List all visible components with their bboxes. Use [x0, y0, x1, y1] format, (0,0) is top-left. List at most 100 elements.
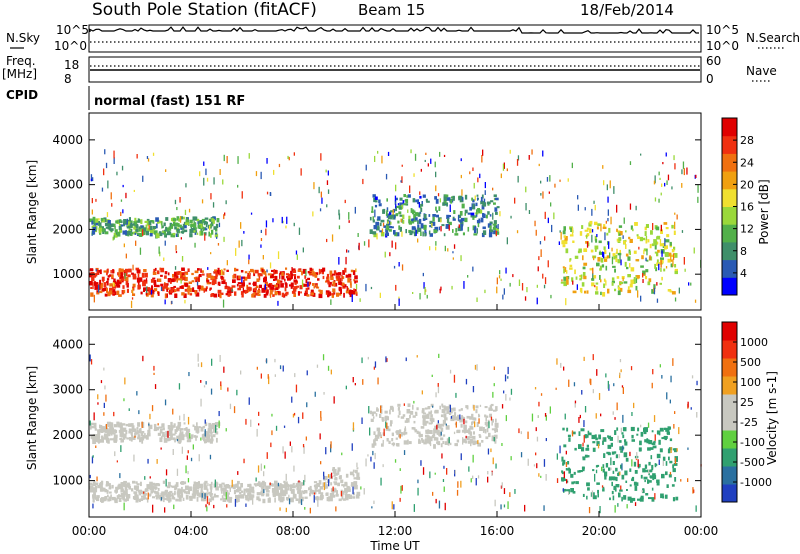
echo-cell — [142, 227, 147, 232]
scatter-echo — [405, 357, 407, 362]
echo-cell — [227, 484, 231, 489]
scatter-echo — [398, 298, 400, 306]
scatter-echo — [681, 169, 683, 175]
scatter-echo — [448, 224, 450, 231]
echo-cell — [631, 497, 636, 502]
scatter-echo — [477, 197, 479, 201]
scatter-echo — [540, 393, 543, 396]
scatter-echo — [584, 406, 587, 413]
scatter-echo — [637, 290, 639, 298]
scatter-echo — [266, 158, 268, 164]
echo-cell — [137, 422, 141, 427]
echo-cell — [203, 227, 206, 231]
echo-cell — [486, 201, 491, 205]
scatter-echo — [225, 428, 227, 432]
scatter-echo — [204, 493, 206, 499]
echo-cell — [193, 230, 196, 233]
echo-cell — [388, 440, 391, 444]
scatter-echo — [579, 414, 581, 419]
scatter-echo — [373, 366, 375, 370]
echo-cell — [374, 442, 377, 446]
echo-cell — [244, 276, 248, 281]
scatter-echo — [443, 154, 446, 157]
echo-cell — [100, 226, 104, 229]
echo-cell — [248, 282, 251, 285]
scatter-echo — [684, 268, 686, 272]
echo-cell — [660, 229, 663, 234]
echo-cell — [164, 271, 168, 275]
echo-cell — [240, 270, 244, 273]
echo-cell — [154, 288, 158, 292]
echo-cell — [178, 489, 181, 493]
echo-cell — [631, 439, 635, 442]
echo-cell — [482, 202, 487, 207]
echo-cell — [440, 427, 444, 432]
noise-tick-bottom-right: 10^0 — [706, 39, 739, 53]
echo-cell — [467, 226, 470, 232]
scatter-echo — [671, 186, 673, 190]
echo-cell — [153, 268, 155, 273]
echo-cell — [493, 194, 497, 198]
scatter-echo — [437, 193, 440, 197]
echo-cell — [185, 219, 190, 223]
echo-cell — [335, 493, 339, 497]
scatter-echo — [92, 503, 94, 509]
echo-cell — [214, 233, 219, 238]
echo-cell — [136, 224, 139, 228]
scatter-echo — [676, 214, 678, 220]
echo-cell — [671, 484, 675, 487]
echo-cell — [302, 268, 307, 274]
echo-cell — [352, 496, 356, 499]
echo-cell — [273, 278, 276, 281]
echo-cell — [167, 438, 172, 441]
echo-cell — [398, 211, 402, 215]
echo-cell — [285, 481, 288, 486]
echo-cell — [140, 225, 143, 229]
scatter-echo — [206, 177, 209, 182]
echo-cell — [427, 406, 431, 410]
echo-cell — [106, 490, 109, 494]
echo-cell — [135, 498, 139, 503]
scatter-echo — [203, 161, 205, 166]
echo-cell — [106, 278, 110, 281]
echo-cell — [567, 461, 570, 465]
echo-cell — [604, 257, 608, 262]
scatter-echo — [430, 158, 432, 164]
echo-cell — [432, 216, 435, 222]
scatter-echo — [586, 241, 589, 248]
scatter-echo — [393, 504, 395, 510]
echo-cell — [653, 239, 657, 244]
colorbar-tick-label: 20 — [740, 178, 754, 191]
echo-cell — [257, 289, 261, 294]
scatter-echo — [444, 502, 446, 511]
echo-cell — [172, 433, 176, 436]
scatter-echo — [380, 405, 382, 413]
echo-cell — [99, 424, 101, 429]
scatter-echo — [542, 150, 544, 157]
scatter-echo — [527, 458, 529, 466]
echo-cell — [231, 285, 236, 288]
echo-cell — [639, 497, 644, 502]
scatter-echo — [304, 507, 306, 510]
scatter-echo — [474, 195, 476, 201]
echo-cell — [494, 422, 499, 428]
scatter-echo — [669, 399, 671, 404]
scatter-echo — [509, 282, 511, 287]
scatter-echo — [263, 465, 266, 469]
echo-cell — [634, 222, 638, 226]
colorbar-tick-label: 500 — [740, 356, 761, 369]
scatter-echo — [696, 412, 698, 418]
scatter-echo — [347, 250, 350, 253]
echo-cell — [672, 497, 676, 502]
echo-cell — [149, 229, 154, 234]
echo-cell — [627, 289, 632, 294]
echo-cell — [196, 490, 199, 495]
echo-cell — [637, 498, 641, 501]
echo-cell — [100, 498, 104, 503]
scatter-echo — [602, 251, 604, 257]
echo-cell — [456, 430, 461, 434]
echo-cell — [90, 286, 93, 289]
echo-cell — [347, 277, 351, 283]
scatter-echo — [528, 155, 530, 160]
